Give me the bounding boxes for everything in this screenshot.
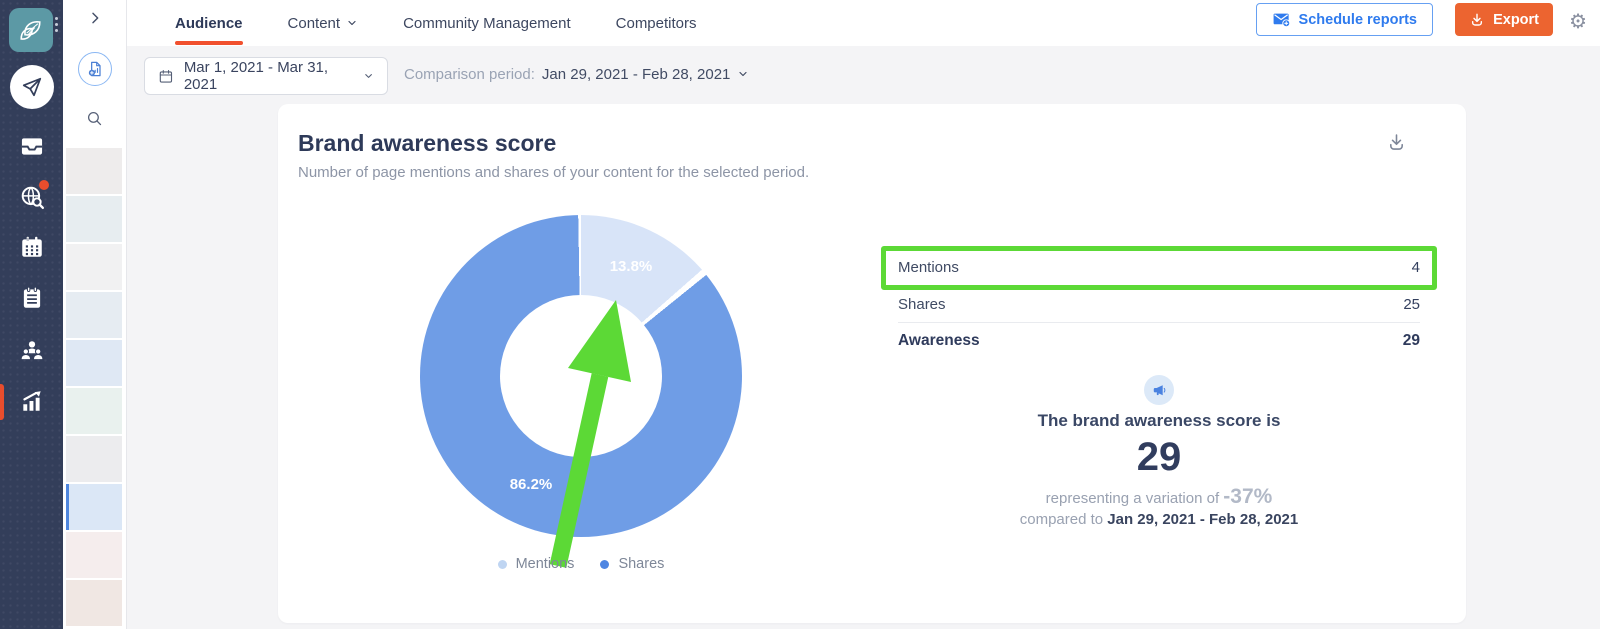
sociality-logo[interactable] bbox=[9, 8, 53, 52]
primary-sidebar bbox=[0, 0, 63, 629]
sidebar-item-notes[interactable] bbox=[0, 285, 63, 311]
tab-content[interactable]: Content bbox=[288, 0, 359, 46]
new-report-button[interactable] bbox=[78, 52, 112, 86]
legend-item-shares[interactable]: Shares bbox=[600, 556, 664, 572]
score-value: 29 bbox=[1136, 435, 1182, 479]
notification-dot bbox=[38, 180, 49, 190]
sidebar-item-publish[interactable] bbox=[0, 65, 63, 109]
card-title: Brand awareness score bbox=[298, 130, 557, 156]
report-thumbnail[interactable] bbox=[66, 436, 122, 482]
sidebar-item-inbox[interactable] bbox=[0, 133, 63, 159]
schedule-reports-button[interactable]: Schedule reports bbox=[1255, 3, 1433, 36]
kebab-menu-icon[interactable] bbox=[55, 17, 61, 35]
calendar-icon bbox=[21, 236, 42, 257]
comparison-label: Comparison period: bbox=[404, 65, 535, 83]
report-thumbnail[interactable] bbox=[66, 292, 122, 338]
report-thumbnail[interactable] bbox=[66, 388, 122, 434]
legend-item-mentions[interactable]: Mentions bbox=[497, 556, 574, 572]
report-thumbnail[interactable] bbox=[66, 244, 122, 290]
expand-chevron-icon[interactable] bbox=[87, 10, 103, 26]
document-plus-icon bbox=[88, 61, 101, 77]
search-icon[interactable] bbox=[86, 110, 103, 127]
card-download-icon[interactable] bbox=[1386, 132, 1407, 153]
active-nav-indicator bbox=[0, 384, 4, 420]
globe-search-icon bbox=[21, 186, 44, 210]
chevron-down-icon bbox=[365, 74, 372, 78]
paper-plane-icon bbox=[22, 77, 41, 97]
chevron-down-icon bbox=[739, 71, 747, 77]
donut-chart[interactable] bbox=[420, 215, 742, 537]
donut-hole bbox=[500, 295, 662, 457]
sidebar-item-analytics[interactable] bbox=[0, 388, 63, 414]
date-range-value: Mar 1, 2021 - Mar 31, 2021 bbox=[183, 59, 329, 93]
table-row-awareness: Awareness 29 bbox=[898, 332, 1420, 349]
top-navigation: Audience Content Community Management Co… bbox=[127, 0, 1600, 46]
mentions-dot-icon bbox=[497, 559, 507, 569]
card-subtitle: Number of page mentions and shares of yo… bbox=[298, 164, 810, 181]
notebook-icon bbox=[23, 286, 40, 308]
report-thumbnail[interactable] bbox=[66, 532, 122, 578]
compared-text: compared to Jan 29, 2021 - Feb 28, 2021 bbox=[1019, 511, 1299, 528]
table-row-shares: Shares 25 bbox=[898, 286, 1420, 323]
analytics-icon bbox=[22, 391, 41, 411]
settings-gear-icon[interactable]: ⚙ bbox=[1569, 9, 1587, 33]
report-thumbnails bbox=[66, 148, 122, 626]
score-summary: The brand awareness score is 29 represen… bbox=[881, 104, 1437, 623]
variation-text: representing a variation of -37% bbox=[1045, 485, 1273, 508]
envelope-plus-icon bbox=[1273, 13, 1290, 28]
megaphone-icon bbox=[1144, 375, 1174, 405]
sidebar-item-listen[interactable] bbox=[0, 180, 63, 210]
slice-label-shares: 86.2% bbox=[509, 476, 553, 493]
shares-dot-icon bbox=[600, 559, 610, 569]
download-icon bbox=[1472, 13, 1483, 26]
date-range-picker[interactable]: Mar 1, 2021 - Mar 31, 2021 bbox=[144, 57, 388, 95]
report-thumbnail[interactable] bbox=[66, 340, 122, 386]
tab-competitors[interactable]: Competitors bbox=[615, 14, 697, 32]
score-caption: The brand awareness score is bbox=[1037, 411, 1281, 430]
report-tabs: Audience Content Community Management Co… bbox=[127, 0, 1600, 46]
report-thumbnail[interactable] bbox=[66, 148, 122, 194]
tab-audience[interactable]: Audience bbox=[175, 0, 243, 46]
chevron-down-icon bbox=[348, 20, 356, 26]
report-thumbnail[interactable] bbox=[66, 196, 122, 242]
comparison-value: Jan 29, 2021 - Feb 28, 2021 bbox=[541, 65, 731, 83]
report-thumbnail[interactable] bbox=[66, 580, 122, 626]
variation-value: -37% bbox=[1223, 485, 1273, 508]
reports-sidebar bbox=[63, 0, 127, 629]
slice-label-mentions: 13.8% bbox=[609, 258, 653, 275]
logo-leaves-icon bbox=[20, 21, 41, 40]
filter-bar: Mar 1, 2021 - Mar 31, 2021 Comparison pe… bbox=[127, 46, 1600, 102]
inbox-icon bbox=[21, 138, 42, 155]
export-button[interactable]: Export bbox=[1455, 3, 1553, 36]
report-thumbnail-active[interactable] bbox=[66, 484, 122, 530]
team-icon bbox=[21, 341, 42, 360]
brand-awareness-card: Brand awareness score Number of page men… bbox=[278, 104, 1466, 623]
compared-value: Jan 29, 2021 - Feb 28, 2021 bbox=[1107, 511, 1299, 528]
sidebar-item-calendar[interactable] bbox=[0, 234, 63, 260]
tab-community-management[interactable]: Community Management bbox=[403, 14, 571, 32]
sidebar-item-team[interactable] bbox=[0, 337, 63, 363]
comparison-period-dropdown[interactable]: Comparison period: Jan 29, 2021 - Feb 28… bbox=[404, 46, 749, 102]
chart-legend: Mentions Shares bbox=[420, 556, 742, 572]
calendar-small-icon bbox=[159, 69, 173, 83]
